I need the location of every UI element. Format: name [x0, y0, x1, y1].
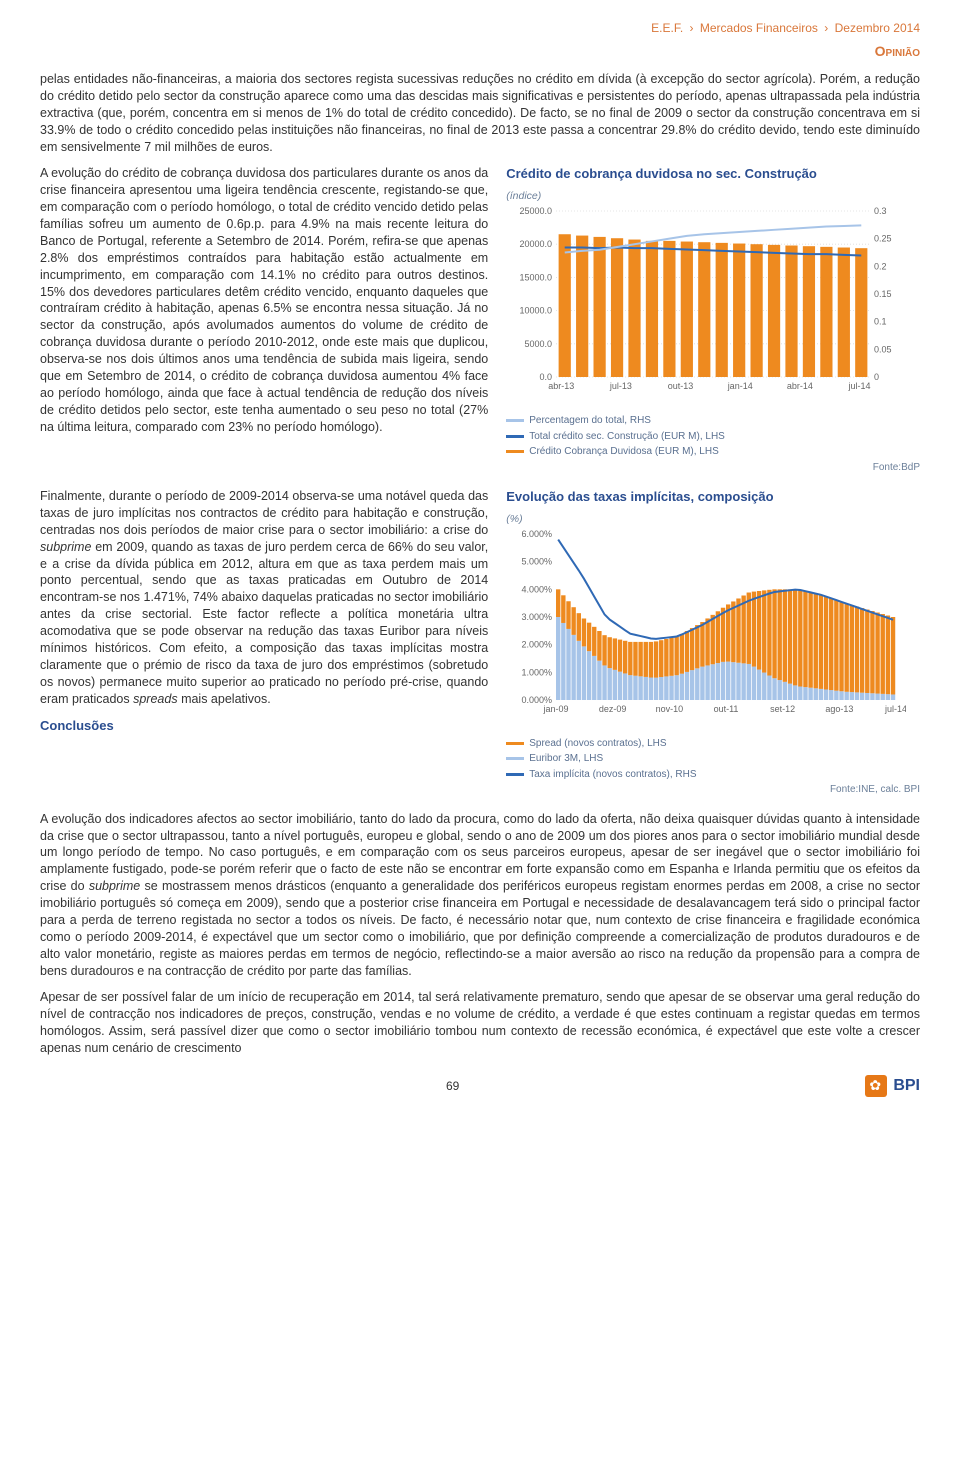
- breadcrumb-brand: E.E.F.: [651, 21, 683, 35]
- breadcrumb-sep: ›: [690, 21, 694, 35]
- svg-text:6.000%: 6.000%: [522, 529, 553, 539]
- p4-italic: subprime: [89, 879, 140, 893]
- p3-prefix: Finalmente, durante o período de 2009-20…: [40, 489, 488, 537]
- breadcrumb-sep: ›: [824, 21, 828, 35]
- opiniao-label: Opinião: [40, 42, 920, 61]
- chart1-legend: Percentagem do total, RHSTotal crédito s…: [506, 414, 920, 459]
- breadcrumb: E.E.F. › Mercados Financeiros › Dezembro…: [40, 20, 920, 36]
- svg-text:set-12: set-12: [770, 704, 795, 714]
- svg-text:jan-09: jan-09: [543, 704, 569, 714]
- svg-text:4.000%: 4.000%: [522, 584, 553, 594]
- logo-text: BPI: [893, 1075, 920, 1097]
- svg-text:jan-14: jan-14: [727, 381, 753, 391]
- logo: BPI: [865, 1075, 920, 1097]
- svg-text:out-13: out-13: [668, 381, 694, 391]
- svg-text:jul-14: jul-14: [884, 704, 906, 714]
- chart2-subtitle: (%): [506, 512, 920, 526]
- svg-text:25000.0: 25000.0: [520, 206, 553, 216]
- svg-text:5000.0: 5000.0: [525, 339, 553, 349]
- page-footer: 69 BPI: [40, 1075, 920, 1097]
- logo-flower-icon: [865, 1075, 887, 1097]
- conclusoes-heading: Conclusões: [40, 717, 488, 735]
- chart1-subtitle: (índice): [506, 189, 920, 203]
- p3-italic2: spreads: [133, 692, 177, 706]
- svg-text:0.1: 0.1: [874, 317, 887, 327]
- svg-text:0.25: 0.25: [874, 234, 892, 244]
- chart1: 25000.020000.015000.010000.05000.00.00.3…: [506, 205, 920, 410]
- paragraph-credit: A evolução do crédito de cobrança duvido…: [40, 165, 488, 474]
- svg-text:1.000%: 1.000%: [522, 667, 553, 677]
- svg-text:0: 0: [874, 372, 879, 382]
- p3-italic1: subprime: [40, 540, 91, 554]
- svg-text:dez-09: dez-09: [599, 704, 627, 714]
- chart2-source: Fonte:INE, calc. BPI: [506, 783, 920, 797]
- svg-text:jul-13: jul-13: [609, 381, 632, 391]
- p3-suffix: mais apelativos.: [178, 692, 271, 706]
- chart2: 6.000%5.000%4.000%3.000%2.000%1.000%0.00…: [506, 528, 920, 733]
- breadcrumb-issue: Dezembro 2014: [835, 21, 920, 35]
- p3-mid: em 2009, quando as taxas de juro perdem …: [40, 540, 488, 706]
- svg-text:2.000%: 2.000%: [522, 639, 553, 649]
- paragraph-intro: pelas entidades não-financeiras, a maior…: [40, 71, 920, 155]
- chart1-title: Crédito de cobrança duvidosa no sec. Con…: [506, 165, 920, 183]
- chart2-title: Evolução das taxas implícitas, composiçã…: [506, 488, 920, 506]
- svg-text:3.000%: 3.000%: [522, 612, 553, 622]
- chart2-legend: Spread (novos contratos), LHSEuribor 3M,…: [506, 737, 920, 782]
- svg-text:20000.0: 20000.0: [520, 239, 553, 249]
- paragraph-conclusion2: Apesar de ser possível falar de um iníci…: [40, 989, 920, 1057]
- p4-suffix: se mostrassem menos drásticos (enquanto …: [40, 879, 920, 977]
- chart1-source: Fonte:BdP: [506, 461, 920, 475]
- svg-text:abr-14: abr-14: [787, 381, 813, 391]
- svg-text:0.05: 0.05: [874, 345, 892, 355]
- svg-text:0.15: 0.15: [874, 289, 892, 299]
- svg-text:abr-13: abr-13: [548, 381, 574, 391]
- svg-text:0.2: 0.2: [874, 262, 887, 272]
- svg-text:jul-14: jul-14: [848, 381, 871, 391]
- svg-text:out-11: out-11: [714, 704, 739, 714]
- svg-text:ago-13: ago-13: [826, 704, 854, 714]
- svg-text:15000.0: 15000.0: [520, 273, 553, 283]
- page-number: 69: [446, 1078, 459, 1094]
- svg-text:0.3: 0.3: [874, 206, 887, 216]
- breadcrumb-section: Mercados Financeiros: [700, 21, 818, 35]
- svg-text:5.000%: 5.000%: [522, 556, 553, 566]
- paragraph-conclusion1: A evolução dos indicadores afectos ao se…: [40, 811, 920, 980]
- svg-text:nov-10: nov-10: [656, 704, 684, 714]
- paragraph-rates: Finalmente, durante o período de 2009-20…: [40, 488, 488, 707]
- svg-text:10000.0: 10000.0: [520, 306, 553, 316]
